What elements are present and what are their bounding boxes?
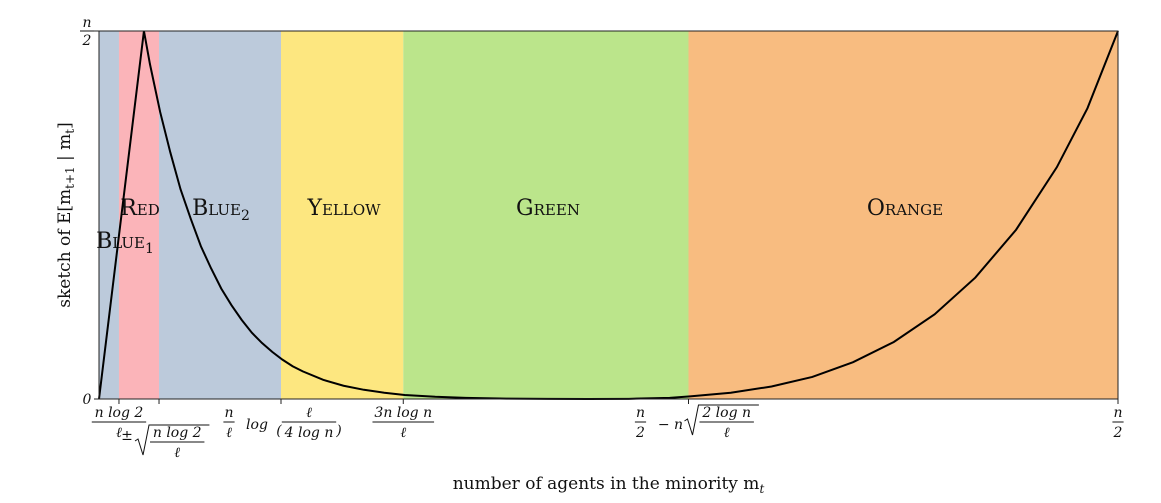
region-label: Orange — [867, 196, 943, 221]
region-blue-2 — [159, 31, 281, 399]
x-tick-4-num: n — [636, 405, 645, 421]
x-tick-2-inner-den: 4 log n — [284, 425, 334, 441]
x-tick-4-sqrt-den: ℓ — [724, 425, 730, 441]
series-curve — [98, 30, 1119, 400]
x-tick-1-num: n log 2 — [153, 425, 202, 441]
region-label: Blue1 — [96, 229, 154, 257]
region-label: Yellow — [306, 196, 381, 221]
x-tick-2-num: n — [224, 405, 233, 421]
x-tick-4-sqrt-radical — [684, 404, 759, 436]
x-tick-3-num: 3n log n — [374, 405, 432, 421]
x-tick-4-den: 2 — [635, 425, 645, 441]
region-orange — [688, 31, 1118, 399]
x-tick-3-den: ℓ — [400, 425, 406, 441]
region-yellow — [280, 31, 404, 399]
region-label: Green — [516, 196, 580, 221]
x-tick-2-inner-num: ℓ — [306, 405, 312, 421]
x-tick-1-den: ℓ — [174, 445, 180, 461]
x-tick-2-rparen: ) — [335, 423, 341, 439]
x-tick-1-radical — [134, 424, 210, 456]
plot-frame — [98, 30, 1119, 400]
x-tick-2-lparen: ( — [276, 423, 282, 439]
x-tick-5-num: n — [1113, 405, 1122, 421]
x-tick-0-num: n log 2 — [95, 405, 144, 421]
region-green — [403, 31, 689, 399]
y-tick-label: 2 — [82, 33, 92, 49]
x-tick-2-log: log — [246, 417, 268, 433]
region-label: Blue2 — [192, 196, 250, 224]
y-ticks: 0 n 2 — [80, 15, 99, 408]
x-axis-label: number of agents in the minority mt — [453, 474, 765, 496]
region-label: Red — [120, 196, 160, 221]
x-tick-0-den: ℓ — [116, 425, 122, 441]
region-labels: Blue1 Red Blue2 Yellow Green Orange — [96, 196, 943, 257]
x-tick-prefix: ± — [121, 428, 133, 444]
regions — [99, 31, 1118, 399]
x-tick-4-mid: − n — [658, 417, 683, 433]
x-tick-2-den: ℓ — [226, 425, 232, 441]
y-tick-label: 0 — [83, 392, 92, 408]
y-tick-label: n — [82, 15, 91, 31]
region-red — [118, 31, 160, 399]
region-blue-1 — [99, 31, 119, 399]
y-axis-label: sketch of E[mt+1 | mt] — [55, 122, 77, 308]
x-tick-5-den: 2 — [1113, 425, 1123, 441]
x-tick-4-sqrt-num: 2 log n — [701, 405, 751, 421]
